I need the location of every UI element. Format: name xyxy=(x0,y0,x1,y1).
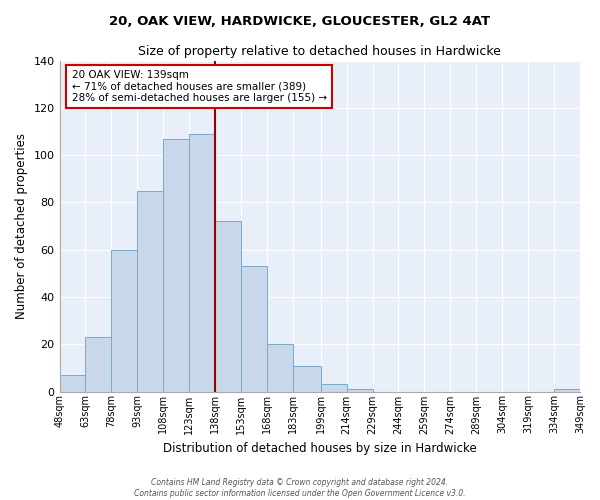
Text: 20 OAK VIEW: 139sqm
← 71% of detached houses are smaller (389)
28% of semi-detac: 20 OAK VIEW: 139sqm ← 71% of detached ho… xyxy=(71,70,327,103)
Bar xyxy=(293,366,320,392)
Bar xyxy=(59,375,85,392)
Bar xyxy=(215,222,241,392)
Bar xyxy=(189,134,215,392)
Bar xyxy=(267,344,293,392)
Bar xyxy=(554,389,580,392)
Text: 20, OAK VIEW, HARDWICKE, GLOUCESTER, GL2 4AT: 20, OAK VIEW, HARDWICKE, GLOUCESTER, GL2… xyxy=(109,15,491,28)
Text: Contains HM Land Registry data © Crown copyright and database right 2024.
Contai: Contains HM Land Registry data © Crown c… xyxy=(134,478,466,498)
Bar xyxy=(137,190,163,392)
Bar xyxy=(163,138,189,392)
Bar xyxy=(241,266,267,392)
Bar xyxy=(85,337,112,392)
Bar xyxy=(112,250,137,392)
Y-axis label: Number of detached properties: Number of detached properties xyxy=(15,133,28,319)
Bar xyxy=(320,384,347,392)
X-axis label: Distribution of detached houses by size in Hardwicke: Distribution of detached houses by size … xyxy=(163,442,476,455)
Title: Size of property relative to detached houses in Hardwicke: Size of property relative to detached ho… xyxy=(139,45,501,58)
Bar xyxy=(347,389,373,392)
